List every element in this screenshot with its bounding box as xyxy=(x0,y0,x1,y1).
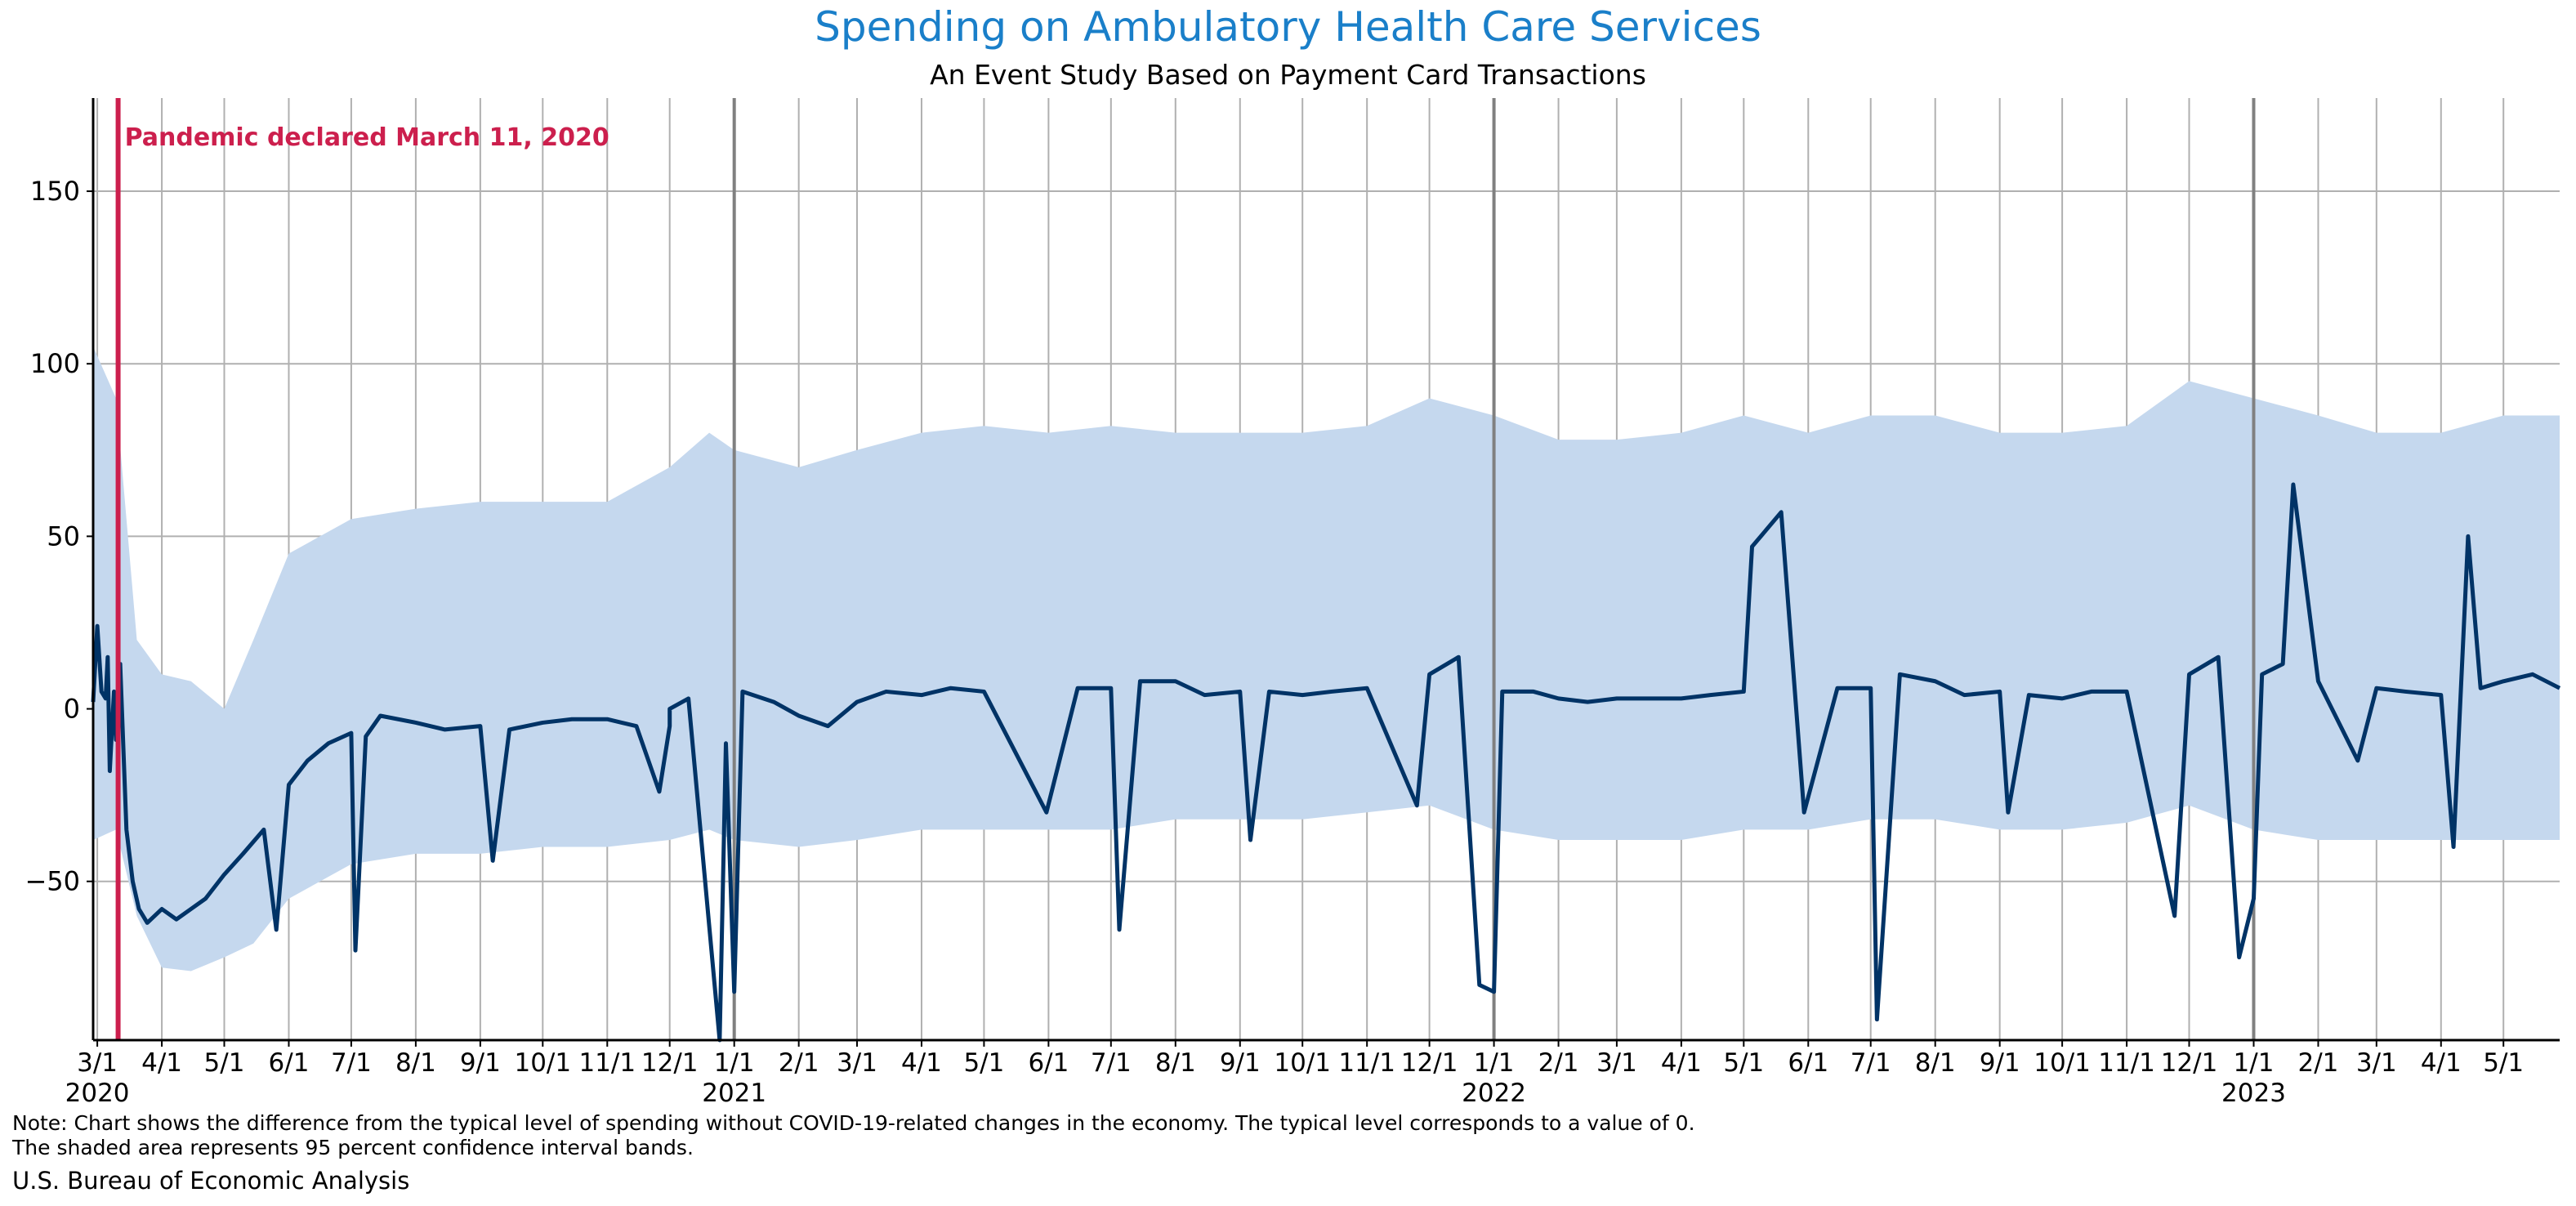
note-line-1: Note: Chart shows the difference from th… xyxy=(12,1111,1695,1135)
y-tick-label: 100 xyxy=(30,348,80,379)
y-tick-label: 50 xyxy=(47,520,80,552)
x-tick-label: 10/1 xyxy=(1274,1048,1331,1078)
series-line xyxy=(91,482,2561,1043)
x-tick-label: 4/1 xyxy=(901,1048,942,1078)
x-tick-label: 12/1 xyxy=(2161,1048,2218,1078)
x-tick-label: 9/1 xyxy=(460,1048,501,1078)
x-tick-label: 6/1 xyxy=(1028,1048,1069,1078)
x-tick-label: 7/1 xyxy=(1091,1048,1132,1078)
x-tick-label: 11/1 xyxy=(2098,1048,2155,1078)
x-tick-label: 12/1 xyxy=(641,1048,699,1078)
x-tick-label: 1/1 xyxy=(1474,1048,1515,1078)
event-label: Pandemic declared March 11, 2020 xyxy=(125,123,609,152)
x-year-label: 2023 xyxy=(2221,1079,2286,1108)
x-tick-label: 10/1 xyxy=(514,1048,571,1078)
x-tick-label: 3/1 xyxy=(1596,1048,1637,1078)
x-tick-label: 12/1 xyxy=(1401,1048,1458,1078)
note-line-2: The shaded area represents 95 percent co… xyxy=(12,1136,694,1159)
x-tick-label: 3/1 xyxy=(837,1048,877,1078)
x-tick-label: 2/1 xyxy=(2298,1048,2339,1078)
x-tick-label: 8/1 xyxy=(395,1048,436,1078)
y-tick-label: −50 xyxy=(25,866,80,897)
chart-title: Spending on Ambulatory Health Care Servi… xyxy=(815,3,1761,51)
x-tick-label: 2/1 xyxy=(1538,1048,1579,1078)
x-tick-label: 5/1 xyxy=(2483,1048,2524,1078)
x-tick-label: 3/1 xyxy=(2356,1048,2397,1078)
x-year-label: 2020 xyxy=(65,1079,130,1108)
event-marker-layer: Pandemic declared March 11, 2020 xyxy=(115,98,609,1040)
x-tick-label: 5/1 xyxy=(204,1048,245,1078)
source-label: U.S. Bureau of Economic Analysis xyxy=(12,1167,410,1195)
chart-subtitle: An Event Study Based on Payment Card Tra… xyxy=(930,59,1646,91)
x-tick-label: 3/1 xyxy=(77,1048,118,1078)
x-tick-label: 4/1 xyxy=(1661,1048,1702,1078)
x-tick-label: 5/1 xyxy=(1723,1048,1764,1078)
x-tick-label: 5/1 xyxy=(963,1048,1004,1078)
y-tick-label: 0 xyxy=(64,694,80,725)
x-tick-label: 2/1 xyxy=(779,1048,819,1078)
x-tick-label: 10/1 xyxy=(2034,1048,2091,1078)
x-tick-label: 9/1 xyxy=(1220,1048,1261,1078)
x-tick-label: 11/1 xyxy=(1338,1048,1395,1078)
x-tick-label: 8/1 xyxy=(1155,1048,1196,1078)
x-tick-label: 1/1 xyxy=(714,1048,755,1078)
y-tick-label: 150 xyxy=(30,176,80,207)
series-line-layer xyxy=(91,482,2561,1043)
x-year-label: 2022 xyxy=(1462,1079,1526,1108)
x-tick-label: 4/1 xyxy=(141,1048,182,1078)
x-tick-label: 8/1 xyxy=(1915,1048,1956,1078)
x-tick-label: 9/1 xyxy=(1980,1048,2020,1078)
x-tick-label: 7/1 xyxy=(331,1048,372,1078)
x-tick-label: 6/1 xyxy=(1788,1048,1828,1078)
x-tick-label: 4/1 xyxy=(2421,1048,2462,1078)
x-tick-label: 1/1 xyxy=(2234,1048,2275,1078)
confidence-band-layer xyxy=(93,346,2560,971)
x-year-label: 2021 xyxy=(702,1079,766,1108)
x-tick-label: 7/1 xyxy=(1851,1048,1891,1078)
confidence-band xyxy=(93,346,2560,971)
x-tick-label: 6/1 xyxy=(269,1048,310,1078)
x-tick-label: 11/1 xyxy=(578,1048,636,1078)
